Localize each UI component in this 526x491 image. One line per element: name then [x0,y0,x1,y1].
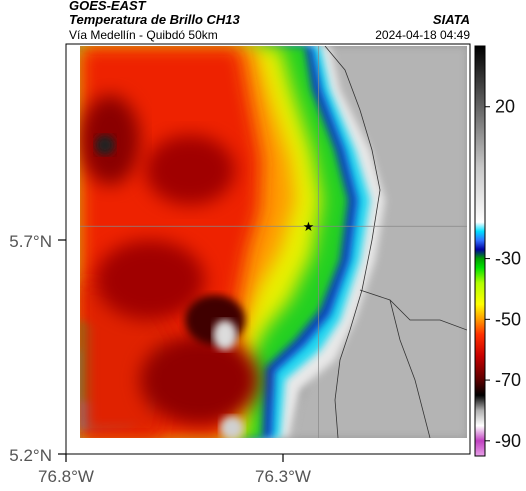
timestamp-label: 2024-04-18 04:49 [375,28,470,42]
cloud-field [80,46,467,438]
border-line [389,299,431,438]
colorbar-tick-label: -90 [495,431,521,451]
organization-label: SIATA [432,12,470,27]
colorbar-tick-label: -70 [495,370,521,390]
lat-tick-label: 5.7°N [9,232,52,251]
map-frame [65,43,471,455]
colorbar-tick-label: -50 [495,309,521,329]
lon-tick-label: 76.3°W [255,467,311,486]
colorbar-tick-label: 20 [495,97,515,117]
border-line [359,289,467,331]
lat-tick-label: 5.2°N [9,446,52,465]
star-icon: ★ [303,219,315,234]
colorbar-tick-label: -30 [495,249,521,269]
coastline-line [324,46,381,438]
colorbar-gradient [474,45,486,457]
satellite-name: GOES-EAST [69,0,146,13]
product-title: Temperatura de Brillo CH13 [69,12,240,27]
region-label: Vía Medellín - Quibdó 50km [69,28,218,42]
lon-tick-label: 76.8°W [38,467,94,486]
